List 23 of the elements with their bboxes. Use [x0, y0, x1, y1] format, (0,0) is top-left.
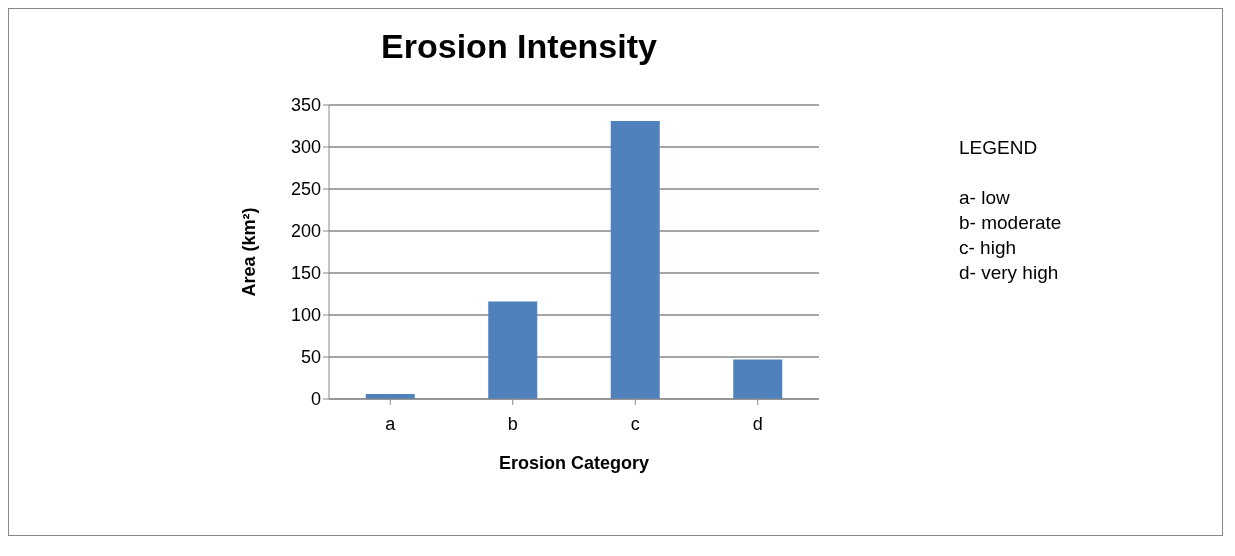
- x-tick-label: a: [385, 413, 397, 434]
- y-tick-label: 300: [290, 137, 321, 158]
- y-tick-label: 250: [290, 179, 321, 200]
- bar: [610, 120, 660, 399]
- y-tick-label: 200: [290, 221, 321, 242]
- text: c- high: [959, 236, 1018, 260]
- bar: [733, 359, 783, 399]
- x-tick-label: b: [507, 413, 518, 434]
- y-tick-label: 0: [310, 389, 321, 410]
- y-axis-title: Area (km²): [239, 207, 260, 297]
- text: b- moderate: [959, 211, 1062, 235]
- chart-title: Erosion Intensity: [380, 27, 658, 66]
- text: d- very high: [959, 261, 1060, 285]
- x-tick-label: c: [630, 413, 640, 434]
- y-tick-label: 350: [290, 95, 321, 116]
- text: LEGEND: [959, 136, 1039, 160]
- x-axis-title: Erosion Category: [498, 453, 650, 473]
- y-tick-label: 100: [290, 305, 321, 326]
- text: a- low: [959, 186, 1011, 210]
- x-tick-label: d: [752, 413, 763, 434]
- y-tick-label: 150: [290, 263, 321, 284]
- y-tick-label: 50: [300, 347, 321, 368]
- bar: [488, 301, 538, 399]
